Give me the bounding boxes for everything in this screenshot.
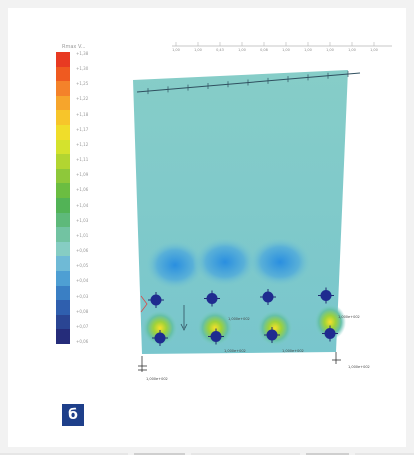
legend-swatch <box>56 285 70 301</box>
color-legend <box>56 52 70 344</box>
anchor-node <box>320 290 332 301</box>
support-label: 1,000e+002 <box>146 377 168 381</box>
legend-swatch <box>56 183 70 198</box>
legend-label: +1,01 <box>76 232 89 238</box>
top-scale-label: 1,00 <box>326 48 334 52</box>
top-scale: 1,00 1,00 0,43 1,00 0,08 1,00 1,00 1,00 1,00 1,00 <box>172 42 392 52</box>
legend-label: +1,17 <box>76 126 89 132</box>
top-scale-label: 1,00 <box>304 48 312 52</box>
legend-label: +0,03 <box>76 293 89 299</box>
anchor-node <box>206 293 218 304</box>
anchor-node <box>150 294 162 306</box>
left-load-marker <box>140 295 188 331</box>
anchor-node <box>210 331 222 342</box>
node-label: 1,000e+002 <box>338 315 360 319</box>
legend-swatch <box>56 110 70 125</box>
legend-label: +0,07 <box>76 323 89 329</box>
legend-label: +1,22 <box>76 96 89 102</box>
figure-label-b: б <box>62 404 84 426</box>
legend-swatch <box>56 227 70 242</box>
legend-swatch <box>56 270 70 286</box>
bottom-divider <box>0 453 414 455</box>
legend-label: +1,38 <box>76 51 89 56</box>
legend-label: +0,06 <box>76 248 89 254</box>
node-label: 1,000e+002 <box>282 349 304 353</box>
legend-swatch <box>56 329 70 344</box>
legend-swatch <box>56 139 70 155</box>
top-scale-label: 0,08 <box>260 48 268 52</box>
legend-label: +1,25 <box>76 81 89 87</box>
legend-swatch <box>56 95 70 111</box>
legend-swatch <box>56 300 70 315</box>
legend-label: +0,04 <box>76 278 89 284</box>
node-label: 1,000e+002 <box>224 349 246 353</box>
legend-swatch <box>56 81 70 96</box>
legend-swatch <box>56 154 70 169</box>
legend-label: +1,09 <box>76 172 89 178</box>
top-beam <box>136 71 361 95</box>
node-label: 1,000e+002 <box>228 317 250 321</box>
legend-swatch <box>56 124 70 140</box>
legend-swatch <box>56 66 70 82</box>
support-label: 1,000e+002 <box>348 365 370 369</box>
bottom-supports <box>138 352 341 372</box>
legend-label: +1,11 <box>76 157 89 163</box>
legend-swatch <box>56 168 70 184</box>
legend-labels: +1,38 +1,30 +1,25 +1,22 +1,18 +1,17 +1,12 +1,11… <box>76 52 88 344</box>
anchor-node <box>154 332 166 344</box>
legend-swatch <box>56 52 70 67</box>
legend-label: +1,03 <box>76 217 89 223</box>
legend-label: +1,30 <box>76 66 89 72</box>
top-scale-label: 1,00 <box>348 48 356 52</box>
legend-title: Rmax V... <box>62 44 86 50</box>
top-scale-label: 1,00 <box>282 48 290 52</box>
top-scale-label: 0,43 <box>216 48 224 52</box>
top-scale-label: 1,00 <box>370 48 378 52</box>
legend-swatch <box>56 197 70 213</box>
legend-swatch <box>56 241 70 257</box>
top-scale-label: 1,00 <box>172 48 180 52</box>
legend-swatch <box>56 212 70 228</box>
legend-swatch <box>56 256 70 271</box>
legend-label: +1,04 <box>76 202 89 208</box>
top-scale-label: 1,00 <box>238 48 246 52</box>
legend-label: +0,05 <box>76 263 89 269</box>
anchor-node <box>266 329 278 341</box>
anchor-node <box>324 328 336 339</box>
legend-label: +1,12 <box>76 141 89 147</box>
legend-label: +0,08 <box>76 308 89 314</box>
anchor-nodes <box>148 287 338 346</box>
anchor-node <box>262 291 274 303</box>
legend-label: +1,06 <box>76 187 89 193</box>
top-scale-label: 1,00 <box>194 48 202 52</box>
legend-label: +1,18 <box>76 111 89 117</box>
legend-swatch <box>56 314 70 330</box>
legend-label: +0,06 <box>76 338 89 344</box>
